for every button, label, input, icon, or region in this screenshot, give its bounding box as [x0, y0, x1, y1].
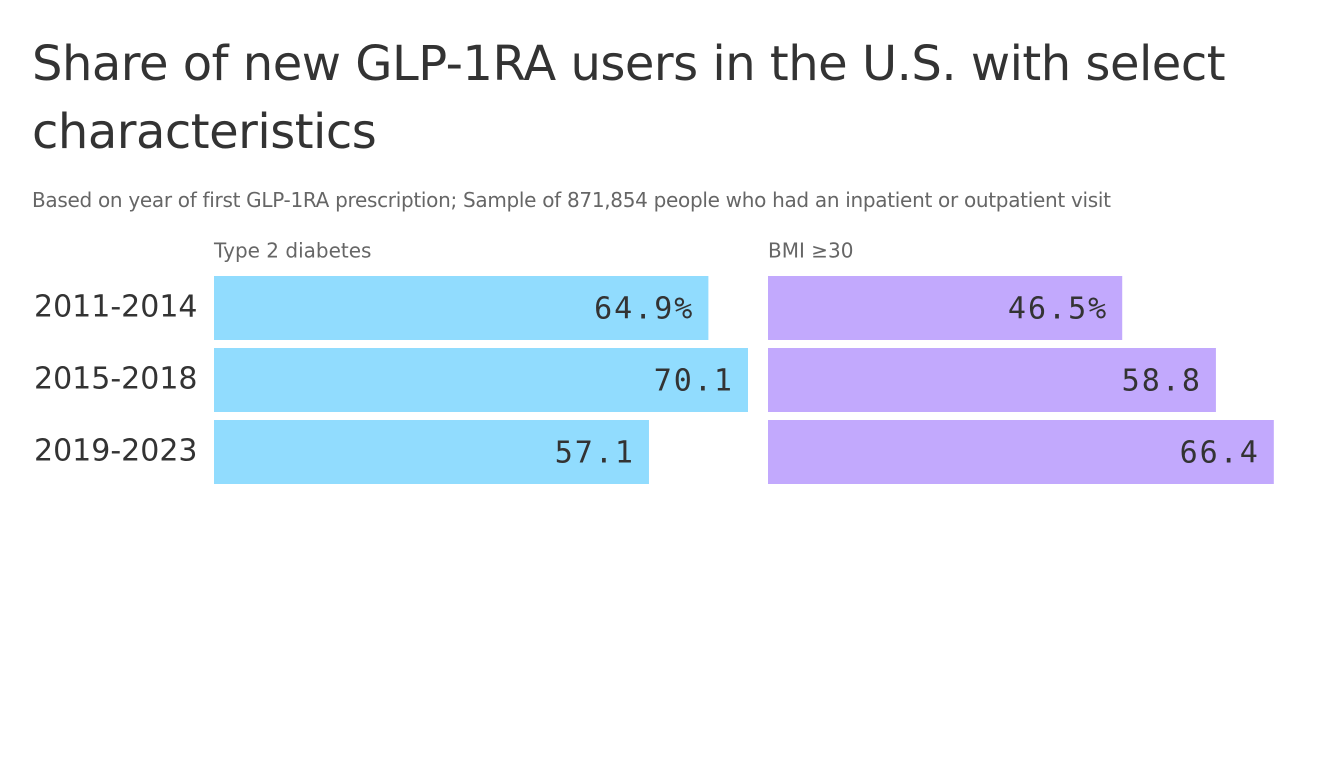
category-label: 2011-2014: [34, 290, 198, 325]
value-label: 70.1: [654, 364, 734, 399]
category-label: 2015-2018: [34, 362, 198, 397]
category-label: 2019-2023: [34, 434, 198, 469]
value-label: 64.9%: [594, 292, 694, 327]
panel-title: BMI ≥30: [768, 239, 853, 263]
bar: [214, 420, 649, 484]
bar: [768, 276, 1123, 340]
bar: [214, 348, 748, 412]
chart-subtitle: Based on year of first GLP-1RA prescript…: [32, 188, 1111, 212]
bar: [768, 348, 1216, 412]
value-label: 66.4: [1180, 436, 1260, 471]
panel-title: Type 2 diabetes: [213, 239, 371, 263]
value-label: 57.1: [555, 436, 635, 471]
chart-title: Share of new GLP-1RA users in the U.S. w…: [32, 36, 1226, 160]
bar: [214, 276, 709, 340]
value-label: 46.5%: [1008, 292, 1108, 327]
bar: [768, 420, 1274, 484]
value-label: 58.8: [1122, 364, 1202, 399]
